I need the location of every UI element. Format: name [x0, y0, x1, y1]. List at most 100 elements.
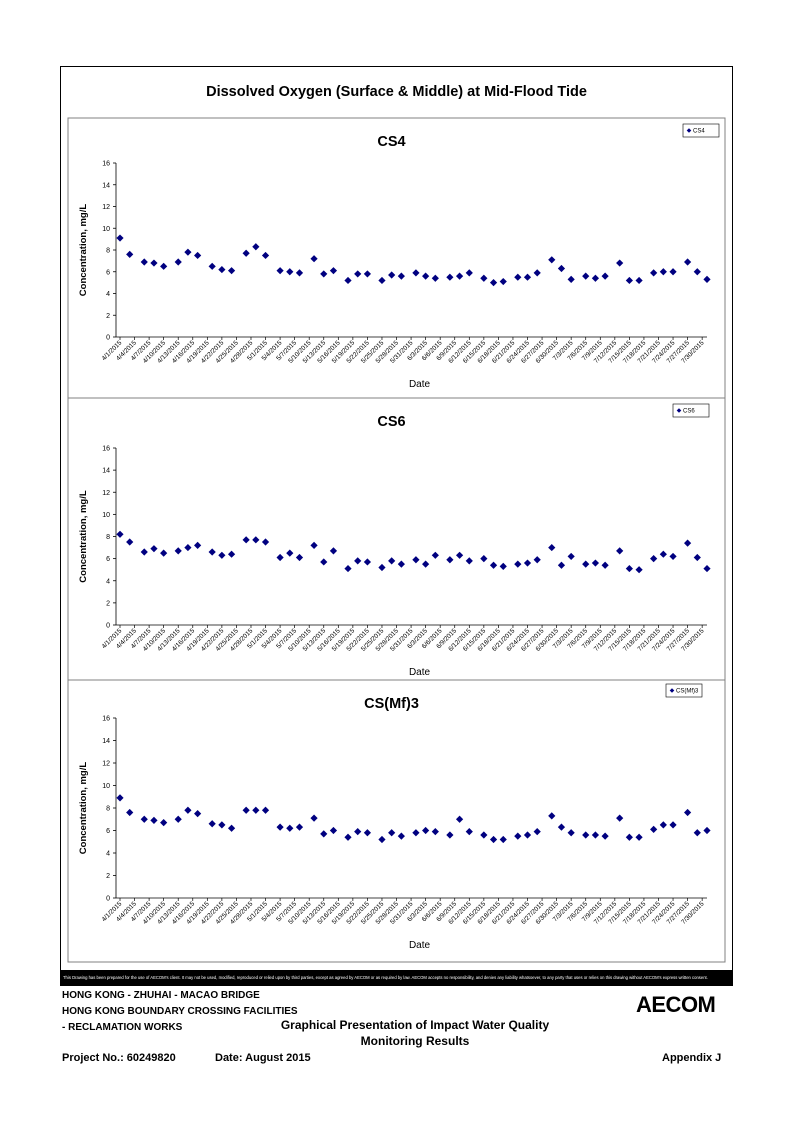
data-point — [150, 259, 158, 267]
data-point — [499, 562, 507, 570]
data-point — [252, 806, 260, 814]
data-point — [703, 564, 711, 573]
data-point — [388, 829, 396, 837]
y-tick-label: 2 — [106, 313, 110, 320]
x-axis-label: Date — [409, 379, 431, 390]
y-tick-label: 4 — [106, 578, 110, 585]
data-point — [548, 812, 556, 820]
data-point — [184, 806, 192, 814]
y-tick-label: 4 — [106, 851, 110, 858]
data-point — [650, 825, 658, 833]
data-point — [446, 273, 454, 281]
data-point — [218, 821, 226, 829]
data-point — [557, 264, 566, 273]
footer-center-line-2: Monitoring Results — [360, 1034, 470, 1048]
data-point — [480, 555, 488, 563]
footer-center-line-1: Graphical Presentation of Impact Water Q… — [280, 1018, 550, 1032]
data-point — [455, 815, 464, 823]
data-point — [378, 835, 386, 844]
y-axis-label: Concentration, mg/L — [78, 490, 89, 583]
chart-panel-border — [67, 117, 726, 399]
data-point — [465, 828, 473, 836]
data-point — [354, 557, 362, 565]
y-tick-label: 2 — [106, 600, 110, 607]
data-point — [194, 541, 202, 549]
data-point — [591, 831, 600, 839]
y-tick-label: 14 — [102, 738, 110, 745]
data-point — [160, 549, 168, 557]
data-point — [465, 557, 473, 565]
data-point — [174, 258, 182, 266]
y-tick-label: 10 — [102, 226, 110, 233]
data-point — [261, 251, 270, 260]
legend-label: CS(Mf)3 — [676, 689, 699, 695]
data-point — [329, 547, 338, 555]
data-point — [533, 828, 541, 836]
data-point — [582, 831, 590, 839]
data-point — [616, 259, 624, 267]
data-point — [320, 270, 328, 278]
data-point — [650, 555, 658, 563]
y-tick-label: 0 — [106, 335, 110, 342]
legend-label: CS4 — [693, 129, 705, 135]
data-point — [344, 276, 352, 285]
data-point — [548, 543, 556, 552]
data-point — [557, 823, 566, 831]
data-point — [669, 821, 677, 829]
data-point — [184, 543, 192, 552]
data-point — [591, 274, 600, 282]
data-point — [669, 268, 677, 276]
data-point — [533, 269, 541, 277]
data-point — [683, 258, 692, 266]
data-point — [320, 558, 328, 566]
data-point — [514, 273, 522, 281]
data-point — [412, 556, 420, 564]
y-tick-label: 16 — [102, 716, 110, 723]
data-point — [116, 530, 124, 538]
data-point — [295, 553, 304, 562]
y-tick-label: 4 — [106, 291, 110, 298]
y-tick-label: 14 — [102, 182, 110, 189]
data-point — [635, 276, 643, 285]
data-point — [354, 270, 362, 278]
data-point — [174, 547, 182, 555]
data-point — [446, 556, 454, 564]
data-point — [242, 536, 250, 544]
data-point — [523, 831, 532, 839]
data-point — [276, 267, 284, 275]
data-point — [683, 539, 692, 547]
data-point — [635, 833, 643, 841]
data-point — [567, 552, 575, 561]
data-point — [567, 829, 575, 837]
data-point — [431, 274, 439, 282]
data-point — [363, 270, 372, 278]
data-point — [150, 545, 158, 553]
data-point — [184, 248, 192, 256]
data-point — [480, 274, 488, 282]
data-point — [431, 828, 439, 836]
data-point — [276, 823, 284, 831]
data-point — [194, 251, 202, 260]
data-point — [378, 276, 386, 285]
footer-line-2: HONG KONG BOUNDARY CROSSING FACILITIES — [62, 1006, 298, 1017]
data-point — [378, 563, 386, 572]
data-point — [242, 249, 250, 257]
data-point — [140, 548, 148, 556]
data-point — [208, 262, 216, 270]
data-point — [126, 808, 134, 817]
y-tick-label: 16 — [102, 161, 110, 168]
aecom-logo: AECOM — [636, 992, 716, 1017]
data-point — [344, 833, 352, 841]
y-tick-label: 2 — [106, 873, 110, 880]
y-axis-label: Concentration, mg/L — [78, 204, 89, 297]
y-tick-label: 0 — [106, 896, 110, 903]
data-point — [499, 835, 507, 844]
y-tick-label: 8 — [106, 806, 110, 813]
legend-marker — [686, 128, 692, 133]
data-point — [218, 551, 226, 559]
data-point — [625, 276, 633, 285]
data-point — [465, 269, 473, 277]
data-point — [659, 550, 667, 558]
data-point — [422, 272, 430, 280]
